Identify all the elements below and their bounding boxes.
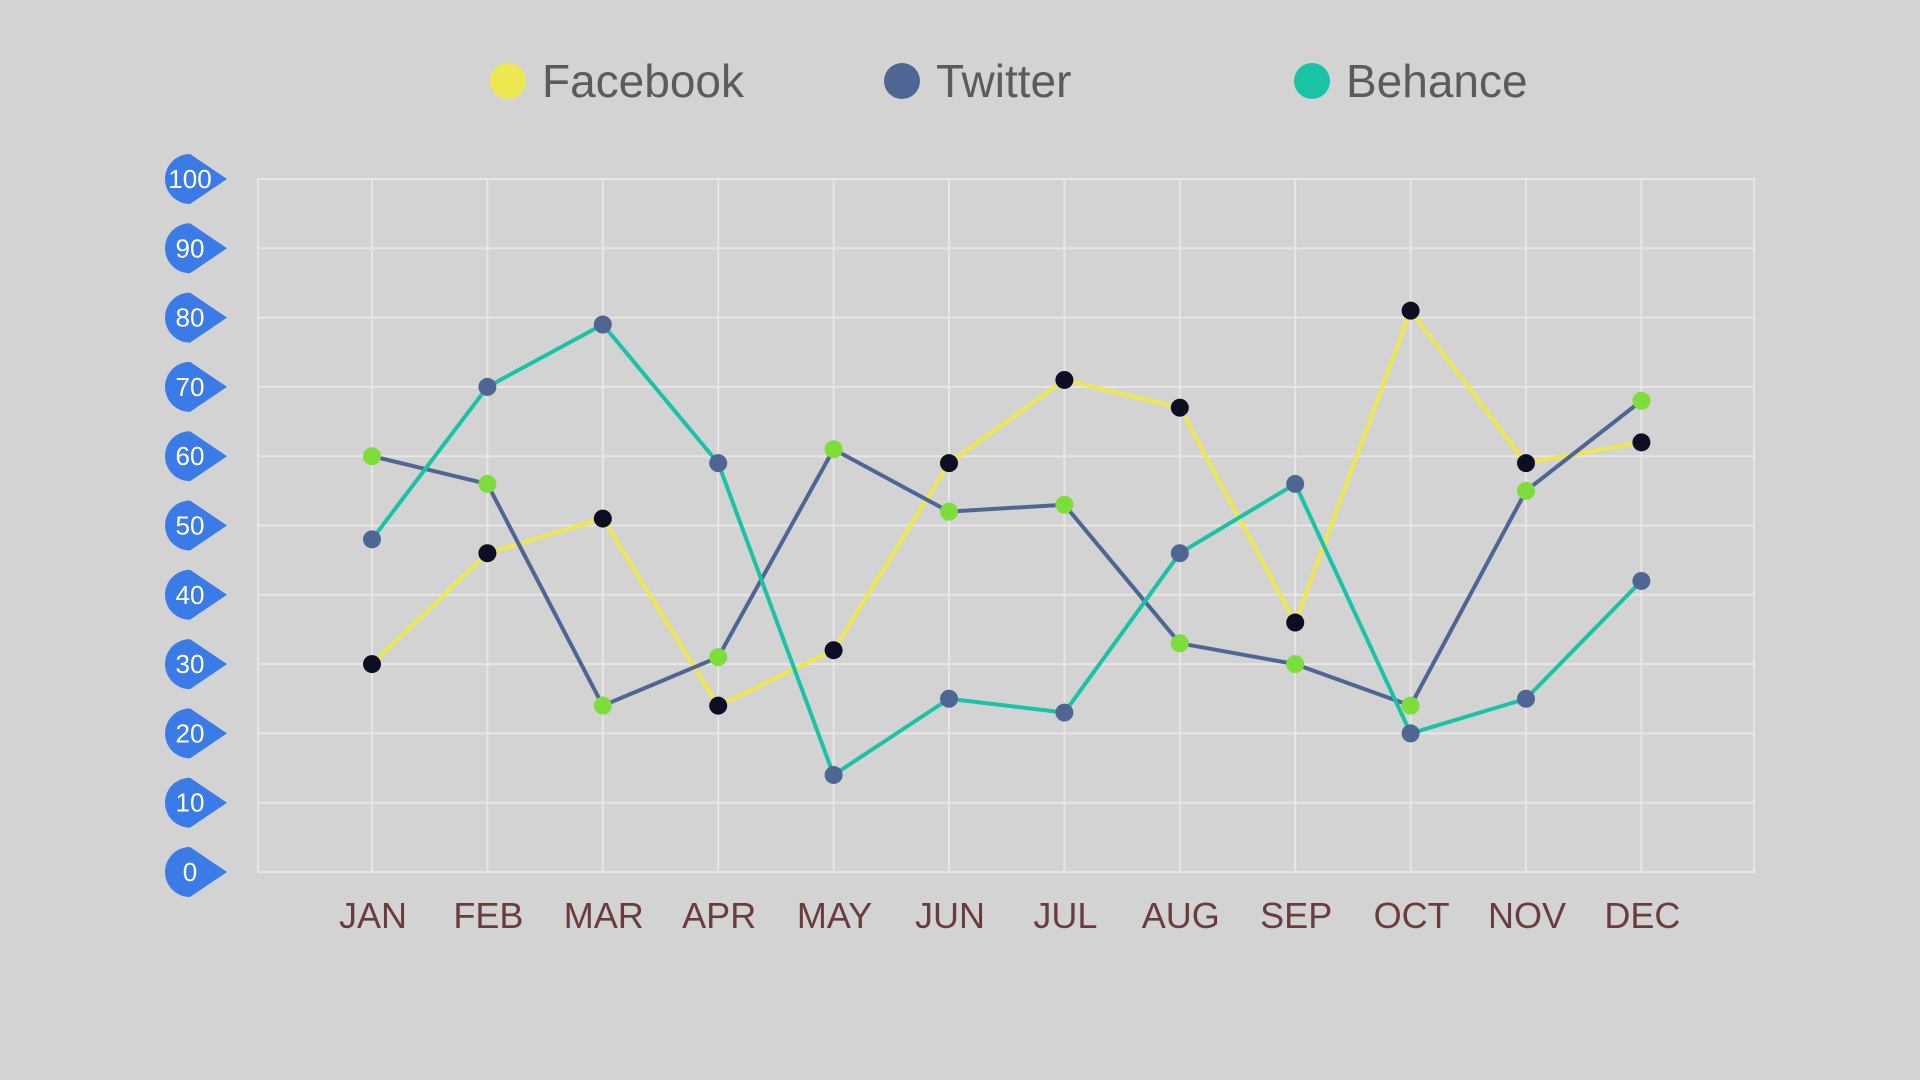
series-line-facebook	[370, 308, 1642, 708]
data-point-behance	[1517, 689, 1535, 708]
series-markers	[363, 301, 1651, 784]
data-point-facebook	[1055, 370, 1074, 389]
x-tick-label: NOV	[1488, 895, 1566, 936]
data-point-twitter	[478, 474, 497, 493]
data-point-facebook	[1286, 613, 1305, 632]
x-tick-label: JUN	[915, 895, 985, 936]
x-tick-label: DEC	[1604, 895, 1680, 936]
legend: Facebook Twitter Behance	[490, 55, 1528, 107]
data-point-facebook	[1632, 433, 1651, 452]
data-point-facebook	[1401, 301, 1420, 320]
data-point-behance	[478, 377, 497, 396]
data-point-twitter	[363, 447, 381, 466]
y-tick-label: 40	[176, 580, 205, 610]
y-tick-badge	[164, 223, 227, 274]
data-point-twitter	[940, 502, 958, 521]
y-axis-ticks: 0 10 20 30 40 50 60 70 80 90 100	[164, 154, 227, 897]
x-tick-label: JAN	[339, 895, 407, 936]
y-tick-badge	[165, 847, 227, 897]
legend-label-twitter: Twitter	[936, 55, 1071, 107]
x-tick-label: OCT	[1374, 895, 1450, 936]
y-tick-label: 60	[176, 441, 205, 471]
x-tick-label: APR	[682, 895, 756, 936]
x-tick-label: SEP	[1260, 895, 1332, 936]
data-point-behance	[363, 530, 381, 549]
y-tick-label: 50	[176, 511, 205, 541]
data-point-behance	[1286, 474, 1305, 493]
data-point-twitter	[1632, 391, 1651, 410]
data-point-twitter	[1517, 481, 1535, 500]
data-point-twitter	[709, 648, 728, 667]
y-tick-label: 70	[176, 372, 205, 402]
data-point-facebook	[478, 544, 497, 563]
legend-swatch-twitter	[884, 63, 920, 99]
data-point-facebook	[824, 641, 843, 660]
y-tick-label: 80	[176, 303, 205, 333]
data-point-twitter	[824, 440, 843, 459]
legend-label-behance: Behance	[1346, 55, 1528, 107]
x-tick-label: MAR	[564, 895, 644, 936]
y-tick-badge	[165, 361, 227, 412]
x-tick-label: FEB	[453, 895, 523, 936]
data-point-twitter	[1170, 634, 1189, 653]
data-point-behance	[940, 689, 958, 708]
y-tick-badge	[165, 431, 227, 482]
y-tick-label: 100	[168, 164, 211, 194]
y-tick-badge	[164, 777, 227, 828]
x-tick-label: MAY	[797, 895, 872, 936]
y-tick-label: 10	[176, 788, 205, 818]
data-point-behance	[824, 765, 843, 784]
series-line-twitter	[371, 399, 1643, 708]
x-tick-label: AUG	[1142, 895, 1220, 936]
y-tick-badge	[165, 639, 227, 690]
data-point-behance	[1055, 703, 1074, 722]
legend-label-facebook: Facebook	[542, 55, 745, 107]
x-axis-ticks: JAN FEB MAR APR MAY JUN JUL AUG SEP OCT NOV DEC	[339, 895, 1680, 936]
data-point-twitter	[1055, 495, 1074, 514]
grid-lines	[257, 178, 1755, 873]
data-point-facebook	[1170, 398, 1189, 417]
data-point-behance	[593, 315, 612, 334]
y-tick-label: 30	[176, 649, 205, 679]
series-line-behance	[370, 322, 1643, 777]
y-tick-badge	[165, 292, 227, 343]
y-tick-badge	[165, 569, 227, 620]
data-point-behance	[709, 454, 728, 473]
x-tick-label: JUL	[1033, 895, 1097, 936]
legend-swatch-facebook	[490, 63, 526, 99]
legend-swatch-behance	[1294, 63, 1330, 99]
data-point-behance	[1632, 571, 1651, 590]
data-point-twitter	[593, 696, 612, 715]
data-point-facebook	[363, 655, 381, 674]
data-point-facebook	[1517, 454, 1535, 473]
data-point-twitter	[1401, 696, 1420, 715]
y-tick-badge	[165, 708, 227, 759]
y-tick-badge	[165, 500, 227, 551]
y-tick-badge	[165, 154, 227, 204]
y-tick-label: 20	[176, 718, 205, 748]
y-tick-label: 90	[176, 233, 205, 263]
data-point-facebook	[593, 509, 612, 528]
data-point-behance	[1170, 544, 1189, 563]
data-point-facebook	[940, 454, 958, 473]
y-tick-label: 0	[183, 857, 197, 887]
series-lines	[370, 308, 1643, 777]
data-point-behance	[1401, 724, 1420, 743]
data-point-twitter	[1286, 655, 1305, 674]
data-point-facebook	[709, 696, 728, 715]
